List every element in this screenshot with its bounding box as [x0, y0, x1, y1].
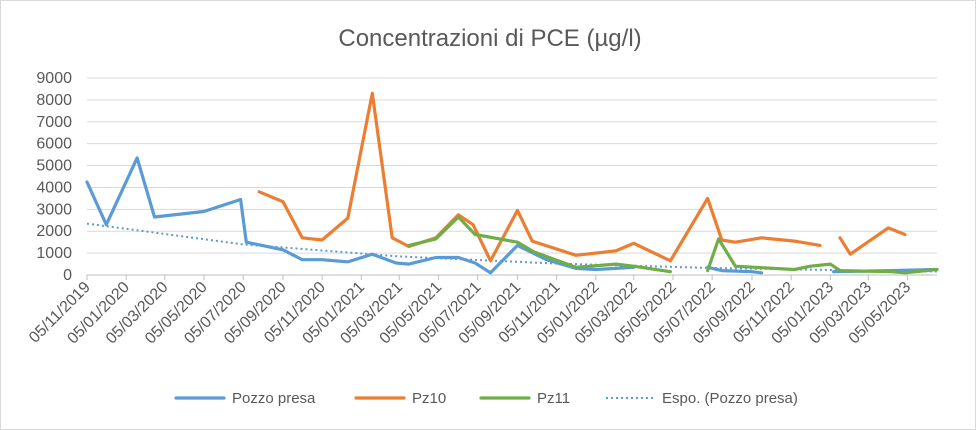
series-line-pz11 [407, 215, 673, 274]
y-tick-label: 0 [63, 267, 72, 284]
y-tick-label: 5000 [36, 158, 72, 175]
y-tick-label: 1000 [36, 245, 72, 262]
series-line-pz11 [705, 237, 939, 275]
x-axis-ticks: 05/11/201905/01/202005/03/202005/05/2020… [26, 275, 914, 347]
chart-title: Concentrazioni di PCE (µg/l) [338, 25, 641, 52]
y-tick-label: 2000 [36, 223, 72, 240]
y-tick-label: 7000 [36, 114, 72, 131]
legend-label: Pozzo presa [232, 390, 316, 407]
series-line-pz10 [838, 226, 907, 256]
legend-label: Espo. (Pozzo presa) [662, 390, 798, 407]
series-line-pozzo-presa [85, 156, 636, 275]
series-lines [85, 91, 939, 275]
series-line-pz10 [257, 91, 822, 263]
legend-label: Pz10 [412, 390, 446, 407]
y-tick-label: 4000 [36, 179, 72, 196]
legend: Pozzo presa Pz10 Pz11 Espo. (Pozzo presa) [174, 390, 798, 407]
grid-lines [87, 77, 937, 276]
legend-label: Pz11 [537, 390, 570, 407]
y-tick-label: 3000 [36, 201, 72, 218]
series-line-pozzo-presa [705, 265, 764, 275]
y-axis-ticks: 0 1000 2000 3000 4000 5000 6000 7000 8000 9000 [36, 70, 72, 284]
y-tick-label: 6000 [36, 136, 72, 153]
y-tick-label: 9000 [36, 70, 72, 87]
y-tick-label: 8000 [36, 92, 72, 109]
